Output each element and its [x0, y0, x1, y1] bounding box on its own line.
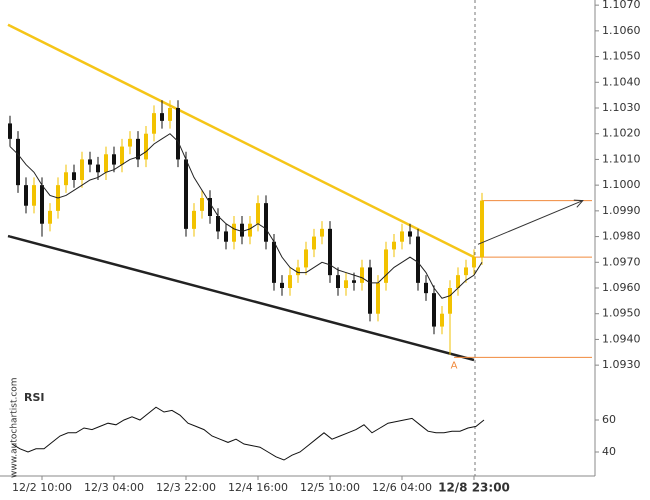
- candle-body: [320, 228, 324, 237]
- candle-body: [176, 108, 180, 160]
- candle-body: [200, 198, 204, 211]
- candle-body: [440, 313, 444, 327]
- candle-body: [40, 185, 44, 224]
- rsi-title: RSI: [24, 391, 45, 404]
- forecast-arrow: [477, 200, 583, 245]
- candle-body: [392, 241, 396, 250]
- candle-body: [344, 280, 348, 288]
- candle-body: [352, 280, 356, 283]
- arrow-head: [573, 199, 584, 208]
- trend-line: [9, 24, 475, 259]
- trend-line: [9, 235, 475, 362]
- y-tick-label: 1.1070: [602, 0, 641, 11]
- candle-body: [136, 138, 140, 160]
- candle-body: [296, 267, 300, 276]
- y-tick-label: 1.1040: [602, 75, 641, 88]
- rsi-tick-label: 60: [602, 413, 616, 426]
- candle-body: [304, 249, 308, 268]
- candle-body: [96, 164, 100, 173]
- y-tick-label: 1.1030: [602, 101, 641, 114]
- candle-body: [168, 108, 172, 121]
- candle-body: [32, 185, 36, 206]
- candle-body: [464, 267, 468, 276]
- x-tick-label: 12/8 23:00: [438, 481, 510, 495]
- candle-body: [160, 113, 164, 121]
- x-tick-label: 12/4 16:00: [228, 481, 288, 494]
- candle-body: [72, 172, 76, 180]
- pattern-label: A: [451, 360, 458, 371]
- x-tick-label: 12/3 04:00: [84, 481, 144, 494]
- y-tick-label: 1.1020: [602, 127, 641, 140]
- candle-body: [472, 257, 476, 268]
- candle-body: [208, 198, 212, 216]
- candle-body: [336, 275, 340, 288]
- y-tick-label: 1.1010: [602, 152, 641, 165]
- candle-body: [448, 288, 452, 314]
- candle-body: [416, 236, 420, 283]
- candle-body: [264, 203, 268, 242]
- trend-line-extension: [7, 234, 11, 238]
- candle-body: [112, 154, 116, 165]
- x-tick-label: 12/2 10:00: [12, 481, 72, 494]
- candle-body: [384, 249, 388, 283]
- candle-body: [104, 154, 108, 173]
- x-tick-label: 12/6 04:00: [372, 481, 432, 494]
- x-tick-label: 12/3 22:00: [156, 481, 216, 494]
- candle-body: [432, 293, 436, 327]
- y-tick-label: 1.0980: [602, 230, 641, 243]
- candle-body: [224, 231, 228, 242]
- candle-body: [192, 210, 196, 229]
- candle-body: [280, 282, 284, 288]
- candle-body: [272, 241, 276, 283]
- candle-body: [64, 172, 68, 186]
- candle-body: [184, 159, 188, 229]
- candle-body: [48, 210, 52, 224]
- candle-body: [216, 216, 220, 232]
- y-tick-label: 1.0970: [602, 255, 641, 268]
- y-tick-label: 1.0950: [602, 307, 641, 320]
- candle-body: [480, 200, 484, 258]
- candle-body: [88, 159, 92, 165]
- candle-body: [240, 223, 244, 237]
- candle-body: [368, 267, 372, 314]
- candle-body: [248, 223, 252, 237]
- trend-line-extension: [7, 23, 11, 27]
- candle-body: [16, 138, 20, 186]
- candle-body: [120, 146, 124, 165]
- candle-body: [8, 123, 12, 139]
- y-tick-label: 1.1050: [602, 50, 641, 63]
- candle-body: [312, 236, 316, 250]
- candle-body: [80, 159, 84, 180]
- candle-body: [424, 282, 428, 294]
- y-tick-label: 1.1060: [602, 24, 641, 37]
- x-tick-label: 12/5 10:00: [300, 481, 360, 494]
- candle-body: [360, 267, 364, 283]
- candle-body: [256, 203, 260, 224]
- candle-body: [400, 231, 404, 242]
- candle-body: [128, 138, 132, 147]
- candle-body: [328, 228, 332, 276]
- y-tick-label: 1.0960: [602, 281, 641, 294]
- candle-body: [288, 275, 292, 288]
- candle-body: [144, 133, 148, 160]
- moving-average: [9, 133, 483, 299]
- y-tick-label: 1.1000: [602, 178, 641, 191]
- y-tick-label: 1.0990: [602, 204, 641, 217]
- y-tick-label: 1.0940: [602, 332, 641, 345]
- source: www.autochartist.com: [10, 377, 20, 478]
- candle-body: [232, 223, 236, 242]
- candle-body: [24, 185, 28, 206]
- y-tick-label: 1.0930: [602, 358, 641, 371]
- candle-body: [376, 282, 380, 314]
- candle-body: [456, 275, 460, 288]
- candle-body: [152, 113, 156, 134]
- rsi-line: [11, 406, 485, 461]
- candle-body: [408, 231, 412, 237]
- rsi-tick-label: 40: [602, 445, 616, 458]
